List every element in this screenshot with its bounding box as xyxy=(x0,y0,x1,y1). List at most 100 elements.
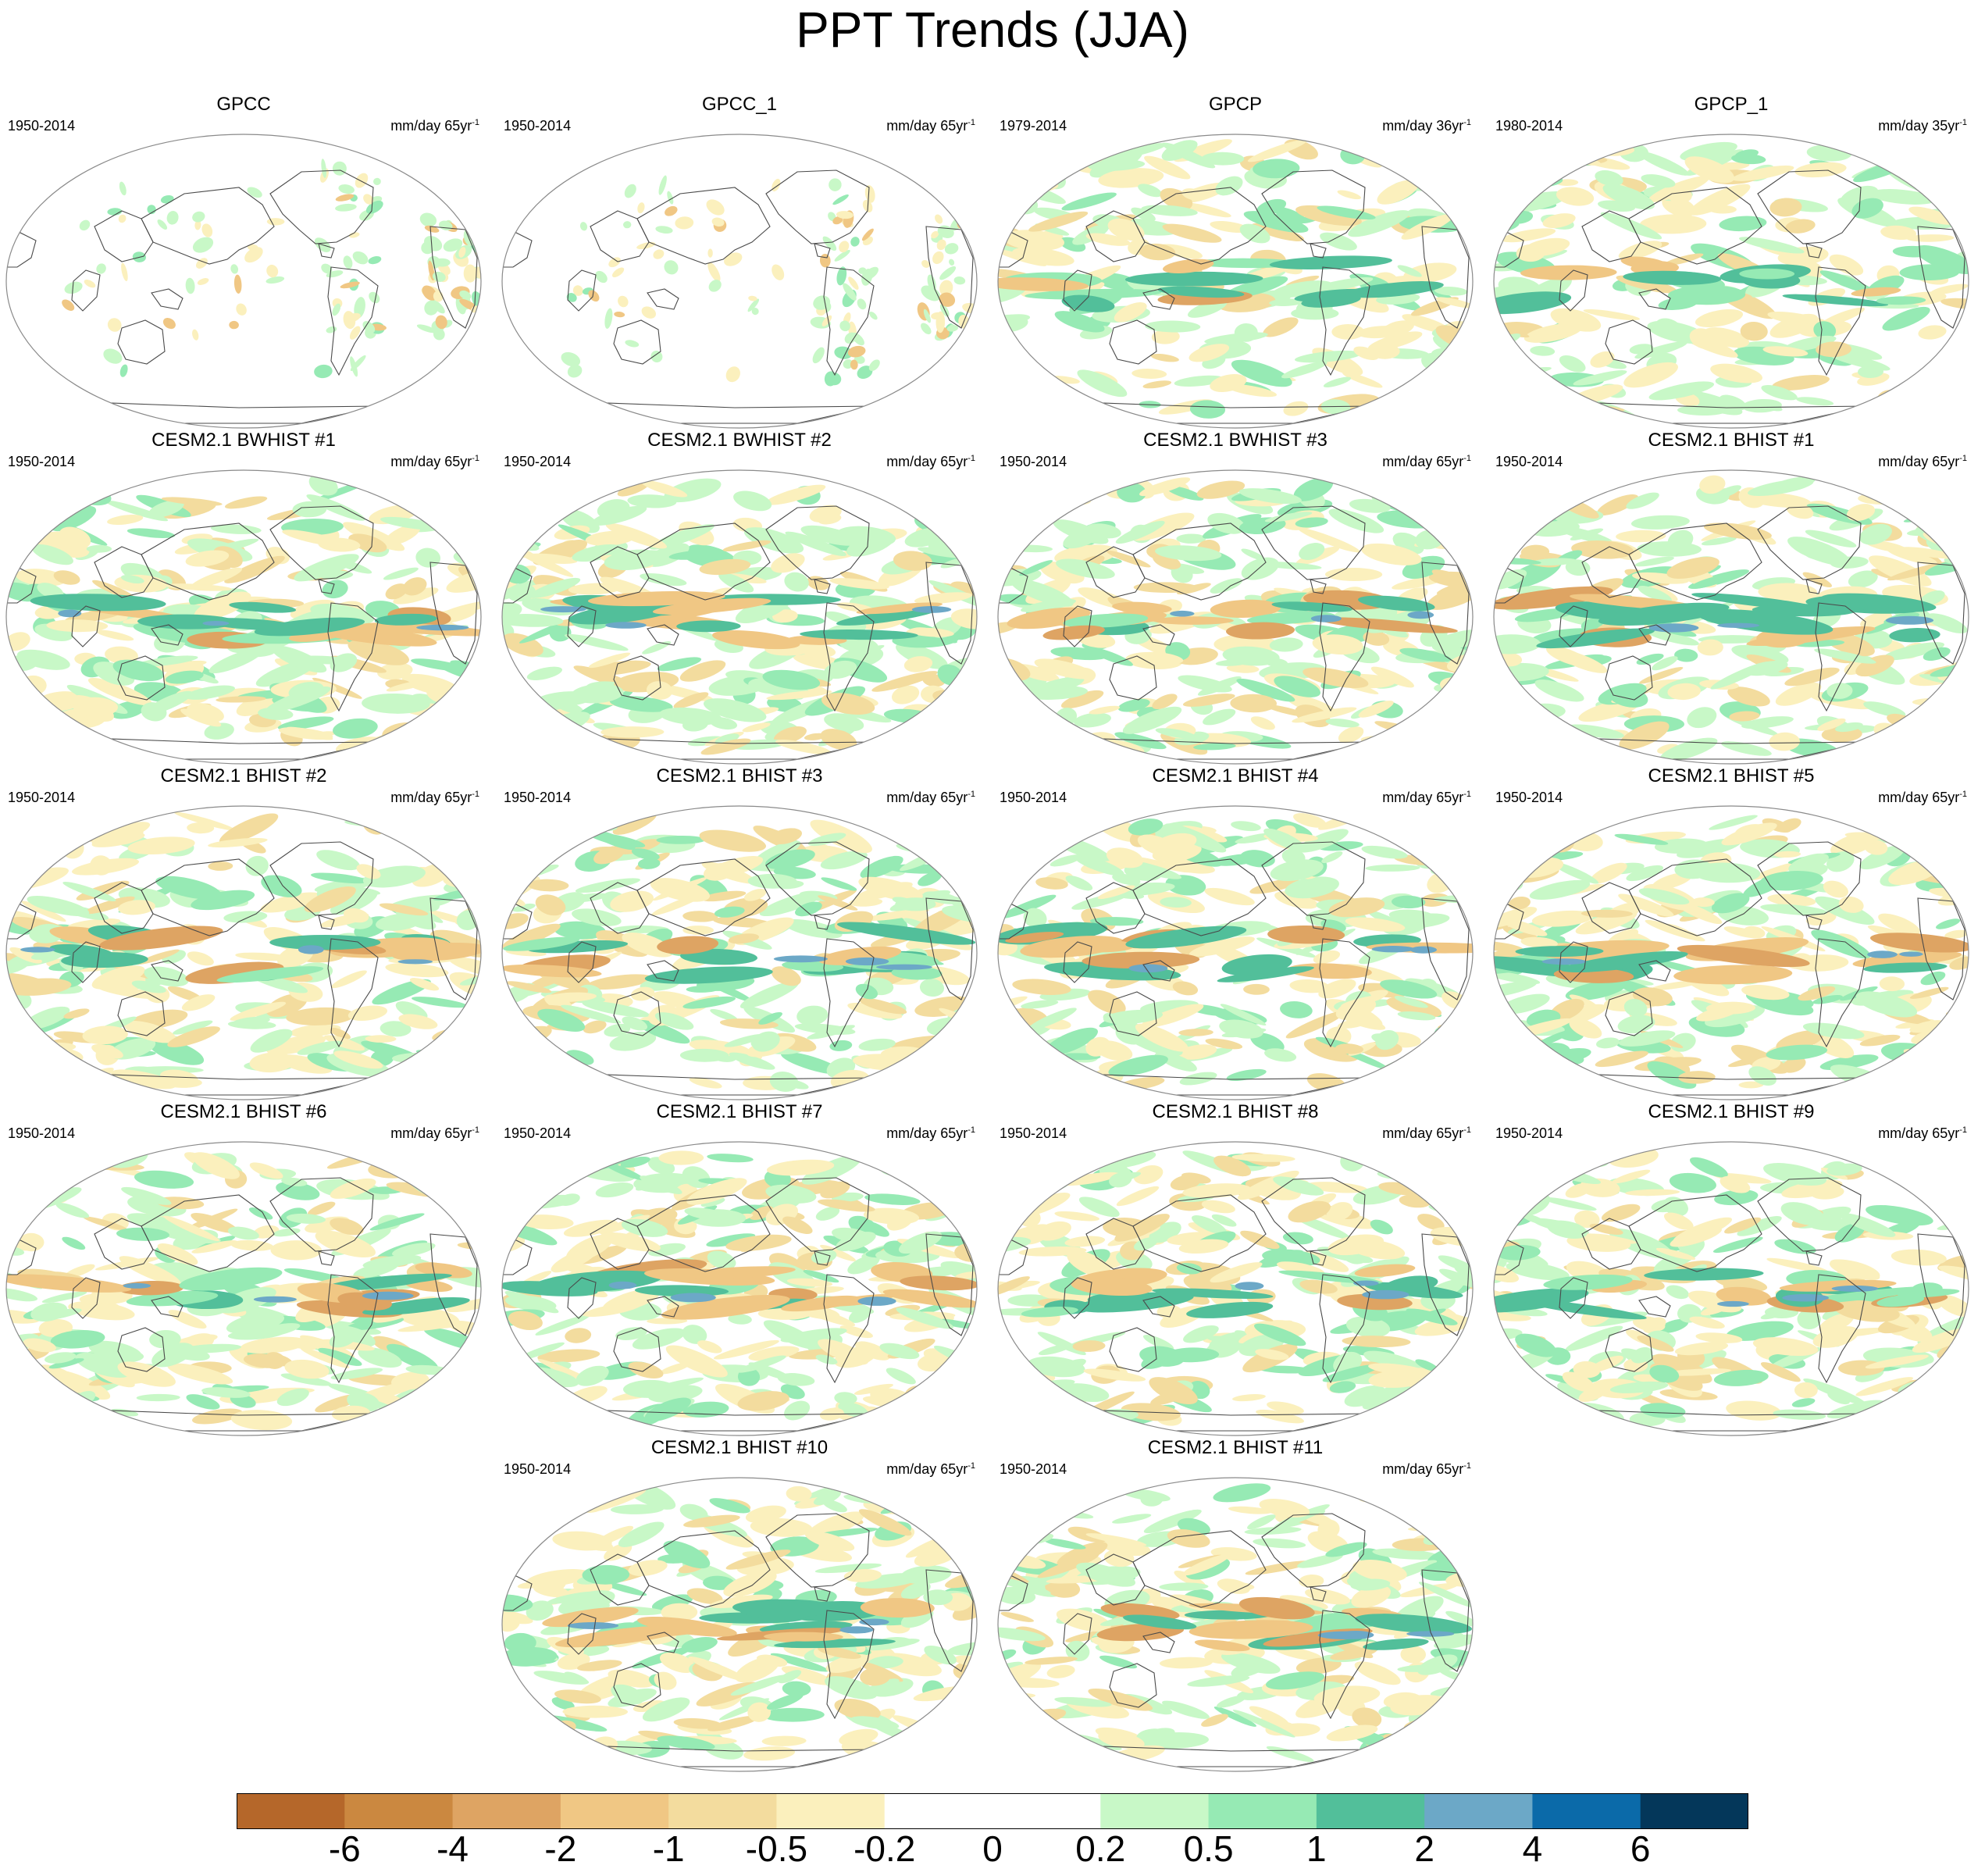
map-border xyxy=(5,469,482,765)
units-span: 65yr xyxy=(1436,1461,1464,1477)
panel-units: mm/day 65yr-1 xyxy=(390,786,479,806)
map-panel: CESM2.1 BHIST #3 1950-2014 mm/day 65yr-1 xyxy=(496,765,983,1100)
trend-field xyxy=(6,811,481,1096)
trend-map xyxy=(5,805,482,1100)
colorbar-tick-label: -1 xyxy=(652,1828,685,1869)
colorbar-frame xyxy=(237,1793,1748,1829)
units-exponent: -1 xyxy=(1959,790,1967,799)
panel-title: CESM2.1 BHIST #1 xyxy=(1648,430,1815,451)
map-border xyxy=(501,1477,978,1772)
map-panel: CESM2.1 BWHIST #1 1950-2014 mm/day 65yr-1 xyxy=(0,430,487,765)
panel-period: 1950-2014 xyxy=(8,1125,76,1141)
panel-period: 1950-2014 xyxy=(1000,790,1067,805)
colorbar-segment xyxy=(1424,1793,1533,1829)
map-border xyxy=(997,134,1474,429)
map-panel: CESM2.1 BHIST #9 1950-2014 mm/day 65yr-1 xyxy=(1488,1101,1975,1436)
panel-units: mm/day 65yr-1 xyxy=(1382,1122,1471,1142)
panel-title: CESM2.1 BHIST #6 xyxy=(160,1101,327,1122)
map-panel: CESM2.1 BHIST #11 1950-2014 mm/day 65yr-1 xyxy=(992,1437,1479,1772)
panel-title: GPCC_1 xyxy=(701,94,778,115)
units-span: 65yr xyxy=(444,790,472,805)
panel-title: CESM2.1 BHIST #7 xyxy=(656,1101,823,1122)
colorbar-segment xyxy=(560,1793,669,1829)
panel-period: 1980-2014 xyxy=(1495,118,1563,134)
units-span: 65yr xyxy=(1932,1125,1960,1141)
map-panel: CESM2.1 BWHIST #3 1950-2014 mm/day 65yr-1 xyxy=(992,430,1479,765)
trend-field xyxy=(6,1146,481,1432)
panel-units: mm/day 65yr-1 xyxy=(1878,1122,1967,1142)
trend-map xyxy=(1493,1141,1969,1436)
coastlines xyxy=(998,1177,1470,1432)
units-exponent: -1 xyxy=(472,118,479,127)
colorbar-segment xyxy=(668,1793,777,1829)
map-border xyxy=(1493,134,1969,429)
panel-period: 1979-2014 xyxy=(1000,118,1067,134)
panel-title: CESM2.1 BHIST #4 xyxy=(1152,765,1319,786)
units-base: mm/day xyxy=(886,454,941,469)
map-panel: CESM2.1 BHIST #4 1950-2014 mm/day 65yr-1 xyxy=(992,765,1479,1100)
panel-units: mm/day 65yr-1 xyxy=(1382,1457,1471,1478)
panel-title: CESM2.1 BHIST #3 xyxy=(656,765,823,786)
units-span: 65yr xyxy=(940,1125,968,1141)
units-exponent: -1 xyxy=(472,454,479,463)
trend-field xyxy=(998,1483,1473,1767)
map-panel: CESM2.1 BHIST #1 1950-2014 mm/day 65yr-1 xyxy=(1488,430,1975,765)
units-base: mm/day xyxy=(390,118,445,134)
units-span: 65yr xyxy=(444,1125,472,1141)
colorbar-tick-label: -0.2 xyxy=(854,1828,916,1869)
colorbar-segment xyxy=(1640,1793,1748,1829)
panel-units: mm/day 65yr-1 xyxy=(1878,450,1967,470)
panel-title: CESM2.1 BHIST #10 xyxy=(650,1437,829,1458)
trend-map xyxy=(1493,469,1969,765)
colorbar-segment xyxy=(1316,1793,1425,1829)
colorbar-tick-label: -0.5 xyxy=(745,1828,808,1869)
units-base: mm/day xyxy=(1382,454,1437,469)
trend-map xyxy=(5,134,482,429)
trend-field xyxy=(998,477,1473,760)
units-span: 65yr xyxy=(444,118,472,134)
units-span: 65yr xyxy=(1932,454,1960,469)
units-base: mm/day xyxy=(1878,454,1933,469)
trend-map xyxy=(5,1141,482,1436)
trend-map xyxy=(1493,134,1969,429)
units-base: mm/day xyxy=(886,1461,941,1477)
panel-units: mm/day 65yr-1 xyxy=(1382,450,1471,470)
coastlines xyxy=(1494,1177,1965,1432)
panel-units: mm/day 36yr-1 xyxy=(1382,114,1471,134)
map-panel: CESM2.1 BHIST #10 1950-2014 mm/day 65yr-1 xyxy=(496,1437,983,1772)
map-border xyxy=(997,805,1474,1100)
trend-field xyxy=(6,159,481,424)
colorbar-segment xyxy=(1532,1793,1641,1829)
panel-title: CESM2.1 BWHIST #3 xyxy=(1143,430,1327,451)
panel-period: 1950-2014 xyxy=(8,454,76,469)
panel-units: mm/day 65yr-1 xyxy=(390,114,479,134)
colorbar-tick-label: -2 xyxy=(544,1828,577,1869)
map-panel: CESM2.1 BWHIST #2 1950-2014 mm/day 65yr-1 xyxy=(496,430,983,765)
map-panel: CESM2.1 BHIST #2 1950-2014 mm/day 65yr-1 xyxy=(0,765,487,1100)
panel-period: 1950-2014 xyxy=(504,1461,572,1477)
colorbar-segment xyxy=(1100,1793,1210,1829)
panel-title: GPCP xyxy=(1208,94,1262,115)
units-exponent: -1 xyxy=(472,1125,479,1135)
units-exponent: -1 xyxy=(1463,790,1471,799)
map-panel: CESM2.1 BHIST #7 1950-2014 mm/day 65yr-1 xyxy=(496,1101,983,1436)
panel-units: mm/day 65yr-1 xyxy=(390,450,479,470)
panel-title: GPCC xyxy=(216,94,271,115)
trend-field xyxy=(1494,1147,1969,1432)
units-base: mm/day xyxy=(1878,1125,1933,1141)
units-base: mm/day xyxy=(1382,1461,1437,1477)
units-exponent: -1 xyxy=(472,790,479,799)
colorbar-tick-label: -4 xyxy=(437,1828,469,1869)
panel-units: mm/day 35yr-1 xyxy=(1878,114,1967,134)
units-exponent: -1 xyxy=(1463,1461,1471,1471)
coastlines xyxy=(502,169,974,424)
units-span: 36yr xyxy=(1436,118,1464,134)
panel-units: mm/day 65yr-1 xyxy=(1878,786,1967,806)
units-base: mm/day xyxy=(390,454,445,469)
colorbar-segment xyxy=(452,1793,561,1829)
units-base: mm/day xyxy=(1382,790,1437,805)
coastlines xyxy=(502,505,974,760)
map-border xyxy=(501,1141,978,1436)
trend-field xyxy=(998,139,1473,424)
panel-units: mm/day 65yr-1 xyxy=(886,786,975,806)
